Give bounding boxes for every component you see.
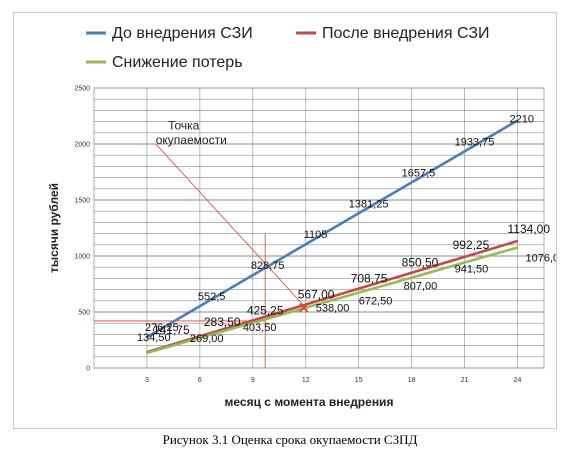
series-3-data-label: 538,00	[316, 303, 350, 315]
series-1-point	[146, 336, 148, 338]
series-1-data-label: 1381,25	[349, 198, 389, 210]
legend-label-1: До внедрения СЗИ	[112, 25, 253, 42]
y-tick-label: 2000	[74, 142, 90, 149]
series-3-data-label: 134,50	[137, 332, 171, 344]
series-1-point	[463, 150, 466, 153]
series-1-point	[199, 305, 201, 307]
series-1-data-label: 1657,5	[402, 167, 436, 179]
figure-caption: Рисунок 3.1 Оценка срока окупаемости СЗП…	[162, 432, 418, 447]
line-chart: 0 500 1000 1500 2000 2500 3 6 9 12 15 18 21 24 месяц с…	[47, 25, 556, 409]
y-axis-title: тысячи рублей	[47, 183, 61, 273]
series-3-point	[199, 337, 201, 339]
annotation-pointer-line	[155, 143, 307, 309]
series-1-data-label: 552,5	[198, 291, 226, 303]
x-tick-label: 15	[355, 377, 363, 384]
series-2-data-label: 1134,00	[508, 222, 551, 236]
series-2-data-label: 425,25	[247, 303, 284, 317]
series-3-data-label: 941,50	[455, 264, 489, 276]
series-3-point	[357, 291, 360, 294]
y-tick-label: 500	[78, 310, 90, 317]
x-tick-label: 21	[461, 377, 469, 384]
series-1-point	[410, 181, 413, 184]
plot-area-border	[93, 87, 545, 369]
series-1-point	[357, 212, 360, 215]
series-1-data-label: 1105	[304, 229, 328, 241]
series-3-data-label: 269,00	[190, 333, 224, 345]
series-2-data-label: 850,50	[402, 256, 439, 270]
x-axis-title: месяц с момента внедрения	[225, 395, 394, 409]
series-line-3	[146, 246, 518, 355]
series-3-data-label: 672,50	[359, 296, 393, 308]
series-2-point	[410, 271, 413, 274]
series-1-point	[304, 243, 307, 246]
y-tick-label: 0	[86, 366, 90, 373]
series-3-point	[516, 246, 519, 249]
chart-frame: 0 500 1000 1500 2000 2500 3 6 9 12 15 18 21 24 месяц с…	[13, 12, 557, 429]
x-tick-label: 24	[514, 377, 522, 384]
annotation-text: Точка	[168, 118, 200, 132]
series-line-1	[146, 119, 519, 339]
series-2-point	[516, 240, 519, 242]
legend-label-3: Снижение потерь	[112, 54, 243, 71]
y-tick-label: 2500	[74, 86, 90, 93]
legend-label-2: После внедрения СЗИ	[322, 25, 490, 42]
x-tick-label: 12	[302, 377, 310, 384]
y-tick-label: 1000	[74, 254, 90, 261]
series-2-point	[463, 256, 466, 258]
series-3-point	[146, 352, 148, 354]
series-3-point	[252, 322, 254, 324]
x-tick-label: 9	[251, 377, 255, 384]
series-3-point	[410, 276, 413, 279]
series-1-point	[252, 274, 254, 276]
series-2-point	[252, 319, 254, 322]
series-2-data-label: 708,75	[351, 272, 388, 286]
series-1-data-label: 276,25	[145, 322, 179, 334]
series-1-data-label: 828,75	[251, 260, 285, 272]
payback-marker	[299, 303, 309, 313]
series-3-data-label: 1076,00	[526, 252, 556, 264]
y-tick-label: 1500	[74, 198, 90, 205]
series-2-data-label: 283,50	[204, 315, 241, 329]
series-2-data-label: 141,75	[153, 323, 190, 337]
x-tick-label: 3	[145, 377, 149, 384]
series-2-data-label: 567,00	[298, 287, 335, 301]
x-tick-label: 18	[408, 377, 416, 384]
series-1-point	[516, 119, 519, 122]
series-1-data-label: 1933,75	[455, 136, 495, 148]
x-tick-label: 6	[198, 377, 202, 384]
series-1-data-label: 2210	[510, 113, 534, 125]
series-3-point	[463, 261, 466, 264]
series-2-data-label: 992,25	[453, 238, 490, 252]
series-line-2	[146, 239, 518, 354]
series-3-data-label: 403,50	[243, 322, 277, 334]
series-3-data-label: 807,00	[404, 281, 438, 293]
annotation-text: окупаемости	[156, 133, 227, 147]
series-2-point	[357, 287, 360, 290]
